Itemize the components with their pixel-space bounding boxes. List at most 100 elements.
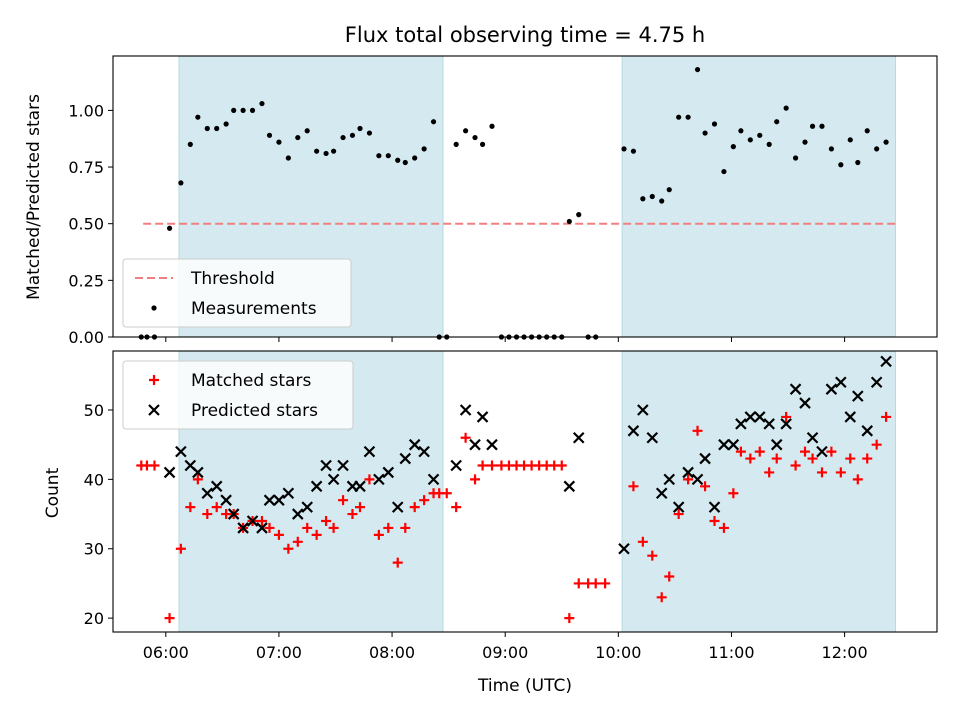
data-point <box>195 114 201 120</box>
data-point <box>683 474 694 485</box>
data-point <box>382 466 395 479</box>
data-point <box>711 121 718 127</box>
data-point <box>774 119 780 125</box>
data-point <box>392 557 403 568</box>
data-point <box>266 132 273 138</box>
data-point <box>802 139 808 145</box>
data-point <box>700 481 711 492</box>
data-point <box>790 460 801 471</box>
y-tick-label: 0.50 <box>68 215 104 234</box>
data-point <box>337 459 349 472</box>
data-point <box>349 132 356 138</box>
data-point <box>347 509 358 520</box>
data-point <box>276 139 282 145</box>
data-point <box>753 411 766 423</box>
data-point <box>460 432 471 443</box>
data-point <box>883 139 889 145</box>
data-point <box>781 411 792 422</box>
data-point <box>486 438 498 451</box>
data-point <box>321 515 332 526</box>
data-point <box>409 502 420 513</box>
data-point <box>852 390 864 402</box>
data-point <box>663 473 676 486</box>
data-point <box>285 155 291 161</box>
data-point <box>214 125 220 132</box>
data-point <box>556 460 567 471</box>
data-point <box>659 198 665 204</box>
data-point <box>630 148 637 154</box>
data-point <box>399 452 412 465</box>
data-point <box>376 153 382 159</box>
legend: Threshold Measurements <box>122 258 352 328</box>
y-tick-label: 1.00 <box>68 101 104 120</box>
data-point <box>673 509 684 520</box>
data-point <box>283 543 294 554</box>
data-point <box>745 453 756 464</box>
data-point <box>816 445 828 458</box>
data-point <box>240 107 246 113</box>
top-y-axis-label: Matched/Predicted stars <box>24 94 44 300</box>
data-point <box>292 536 303 547</box>
data-point <box>149 460 160 471</box>
data-point <box>164 613 175 624</box>
data-point <box>702 130 708 136</box>
top-panel: 0.00 0.25 0.50 0.75 1.00 Threshold Measurement… <box>68 55 938 347</box>
data-point <box>721 168 727 175</box>
data-point <box>735 418 747 430</box>
data-point <box>852 474 863 485</box>
data-point <box>627 425 640 437</box>
data-point <box>881 411 892 422</box>
data-point <box>302 522 313 533</box>
y-tick-label: 0.75 <box>68 158 104 177</box>
data-point <box>691 473 704 486</box>
data-point <box>807 453 818 464</box>
data-point <box>727 438 740 451</box>
data-point <box>202 509 213 520</box>
data-point <box>477 460 488 471</box>
data-point <box>259 100 265 107</box>
data-point <box>282 487 295 500</box>
data-point <box>385 153 391 159</box>
data-point <box>676 114 682 120</box>
data-point <box>844 411 857 423</box>
data-point <box>469 438 481 451</box>
data-point <box>682 466 694 479</box>
data-point <box>845 453 856 464</box>
data-point <box>692 425 703 436</box>
data-point <box>263 494 276 506</box>
data-point <box>864 128 870 134</box>
data-point <box>799 397 811 409</box>
data-point <box>806 431 819 444</box>
data-point <box>227 508 240 520</box>
x-tick-label: 12:00 <box>822 643 868 662</box>
data-point <box>809 123 816 129</box>
data-point <box>340 134 346 141</box>
shaded-interval <box>622 56 896 337</box>
data-point <box>871 439 882 450</box>
data-point <box>771 453 782 464</box>
data-point <box>314 148 320 154</box>
data-point <box>728 488 739 499</box>
legend-swatch <box>151 305 157 311</box>
data-point <box>430 119 437 125</box>
data-point <box>408 438 421 451</box>
legend: Matched stars Predicted stars <box>122 360 354 430</box>
bottom-y-axis-label: Count <box>43 467 63 518</box>
data-point <box>355 502 366 513</box>
data-point <box>708 501 721 513</box>
data-point <box>292 508 304 520</box>
data-point <box>237 522 249 534</box>
data-point <box>783 105 789 111</box>
data-point <box>764 467 775 478</box>
data-point <box>391 501 404 513</box>
data-point <box>395 157 401 163</box>
data-point <box>223 121 229 127</box>
data-point <box>192 474 203 485</box>
y-tick-label: 50 <box>84 401 104 420</box>
data-point <box>419 495 430 506</box>
data-point <box>828 146 835 152</box>
data-point <box>618 542 630 555</box>
legend-label: Matched stars <box>191 371 311 391</box>
data-point <box>304 128 310 134</box>
y-tick-label: 0.00 <box>68 328 104 347</box>
